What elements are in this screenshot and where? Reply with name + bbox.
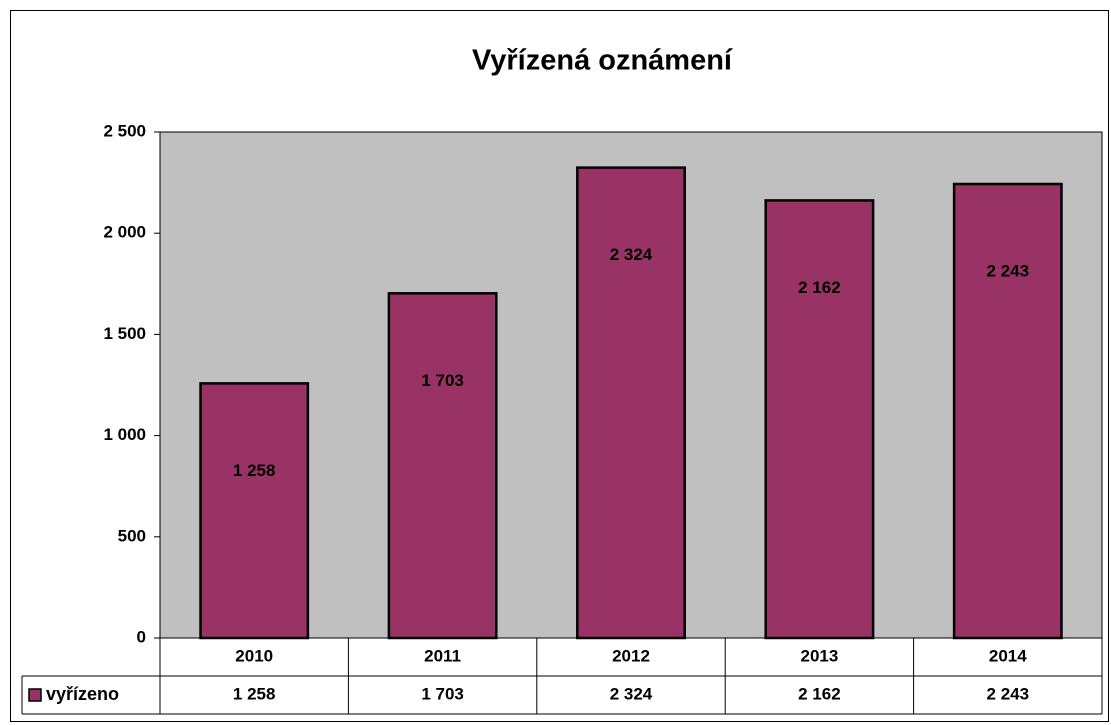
data-label: 2 243 <box>987 262 1030 281</box>
y-tick-label: 2 500 <box>103 121 146 140</box>
bar <box>387 292 498 640</box>
data-label: 1 703 <box>421 371 464 390</box>
bar <box>199 382 310 640</box>
bar <box>764 199 875 640</box>
table-value: 1 703 <box>421 684 464 703</box>
chart-title: Vyřízená oznámení <box>472 45 733 77</box>
x-tick-label: 2013 <box>800 646 838 665</box>
x-tick-label: 2010 <box>235 646 273 665</box>
bar <box>952 182 1063 640</box>
data-label: 2 162 <box>798 278 841 297</box>
legend-key <box>28 688 42 702</box>
table-value: 2 243 <box>987 684 1030 703</box>
y-tick-label: 2 000 <box>103 223 146 242</box>
table-value: 1 258 <box>233 684 276 703</box>
legend-label: vyřízeno <box>46 684 119 704</box>
table-value: 2 324 <box>610 684 653 703</box>
table-value: 2 162 <box>798 684 841 703</box>
x-tick-label: 2012 <box>612 646 650 665</box>
y-tick-label: 0 <box>137 627 146 646</box>
y-tick-label: 1 500 <box>103 324 146 343</box>
x-tick-label: 2014 <box>989 646 1027 665</box>
x-tick-label: 2011 <box>424 646 461 665</box>
y-tick-label: 500 <box>118 526 146 545</box>
data-label: 1 258 <box>233 461 276 480</box>
bar <box>576 166 686 640</box>
y-tick-label: 1 000 <box>103 425 146 444</box>
data-label: 2 324 <box>610 245 653 264</box>
